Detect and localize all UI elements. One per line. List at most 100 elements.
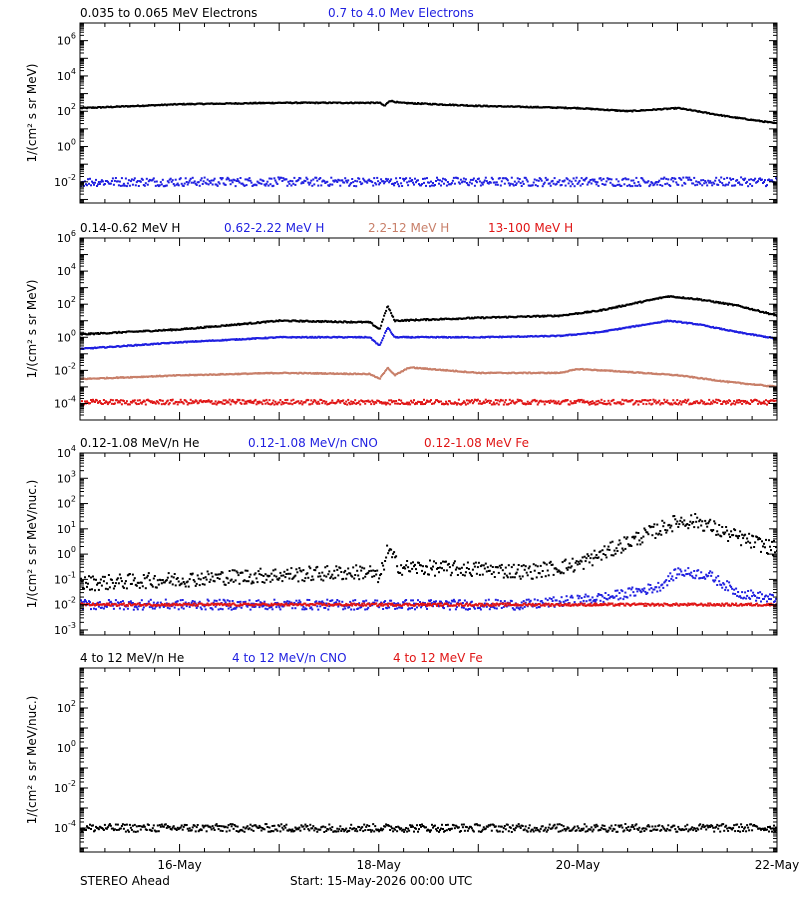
data-point	[218, 577, 221, 580]
data-point	[671, 403, 674, 406]
data-point	[674, 177, 677, 180]
data-point	[369, 400, 372, 403]
data-point	[237, 322, 240, 325]
data-point	[158, 184, 161, 187]
data-point	[256, 581, 259, 584]
data-point	[120, 580, 123, 583]
data-point	[203, 176, 206, 179]
data-point	[684, 182, 687, 185]
data-point	[540, 179, 543, 182]
data-point	[182, 185, 185, 187]
data-point	[312, 401, 315, 403]
data-point	[123, 184, 126, 187]
data-point	[620, 403, 623, 406]
data-point	[344, 177, 347, 180]
data-point	[293, 176, 296, 179]
data-point	[135, 181, 138, 184]
data-point	[350, 320, 353, 323]
data-point	[254, 398, 257, 401]
data-point	[398, 398, 401, 401]
series-1	[80, 295, 777, 336]
data-point	[760, 402, 762, 405]
data-point	[284, 576, 287, 579]
data-point	[664, 183, 667, 186]
data-point	[452, 402, 455, 405]
data-point	[173, 184, 176, 187]
data-point	[706, 184, 709, 187]
data-point	[621, 398, 624, 401]
data-point	[319, 177, 322, 179]
data-point	[218, 182, 221, 185]
data-point	[117, 184, 120, 187]
data-point	[383, 182, 386, 185]
data-point	[193, 400, 196, 403]
data-point	[764, 179, 766, 182]
data-point	[727, 303, 730, 306]
data-point	[649, 183, 652, 186]
data-point	[655, 402, 658, 405]
data-point	[118, 401, 121, 404]
data-point	[636, 302, 639, 305]
data-point	[117, 582, 120, 585]
data-point	[241, 182, 244, 185]
data-point	[322, 579, 325, 582]
data-point	[652, 398, 655, 401]
data-point	[516, 177, 519, 180]
data-point	[270, 177, 273, 180]
data-point	[193, 580, 196, 583]
data-point	[375, 401, 378, 404]
data-point	[511, 183, 514, 186]
data-point	[405, 402, 408, 405]
data-point	[329, 183, 332, 186]
data-point	[119, 184, 122, 187]
data-points	[80, 295, 777, 406]
data-point	[481, 402, 484, 405]
data-point	[437, 178, 439, 181]
data-point	[339, 401, 342, 404]
data-point	[506, 179, 509, 182]
data-point	[554, 400, 557, 403]
data-point	[680, 403, 683, 406]
data-point	[128, 573, 131, 575]
data-point	[471, 402, 474, 405]
data-point	[130, 401, 133, 404]
data-point	[665, 177, 668, 180]
data-point	[129, 180, 132, 183]
data-point	[611, 183, 614, 186]
data-point	[394, 402, 397, 405]
data-point	[223, 403, 226, 405]
data-point	[105, 582, 108, 585]
data-point	[137, 403, 140, 405]
data-point	[703, 182, 706, 185]
data-point	[300, 400, 303, 403]
data-point	[609, 181, 612, 184]
data-point	[659, 403, 662, 406]
data-point	[737, 401, 740, 404]
data-point	[657, 401, 660, 404]
data-point	[588, 180, 591, 183]
data-point	[510, 176, 513, 179]
data-point	[401, 185, 404, 187]
data-point	[392, 182, 395, 185]
data-point	[169, 580, 172, 583]
data-point	[696, 183, 699, 186]
data-point	[653, 183, 656, 186]
data-point	[205, 578, 208, 581]
data-point	[422, 403, 424, 406]
series-1	[80, 513, 777, 592]
data-point	[320, 399, 323, 401]
data-point	[421, 183, 423, 186]
data-point	[170, 180, 173, 183]
data-point	[230, 179, 233, 182]
data-point	[515, 401, 518, 404]
data-point	[235, 180, 238, 182]
y-tick-label: 104	[57, 262, 76, 278]
data-point	[122, 182, 125, 185]
data-point	[558, 179, 561, 182]
data-point	[290, 399, 293, 402]
data-point	[399, 177, 402, 179]
data-point	[400, 182, 403, 185]
data-point	[389, 180, 392, 182]
data-point	[398, 185, 401, 188]
data-point	[145, 177, 148, 180]
